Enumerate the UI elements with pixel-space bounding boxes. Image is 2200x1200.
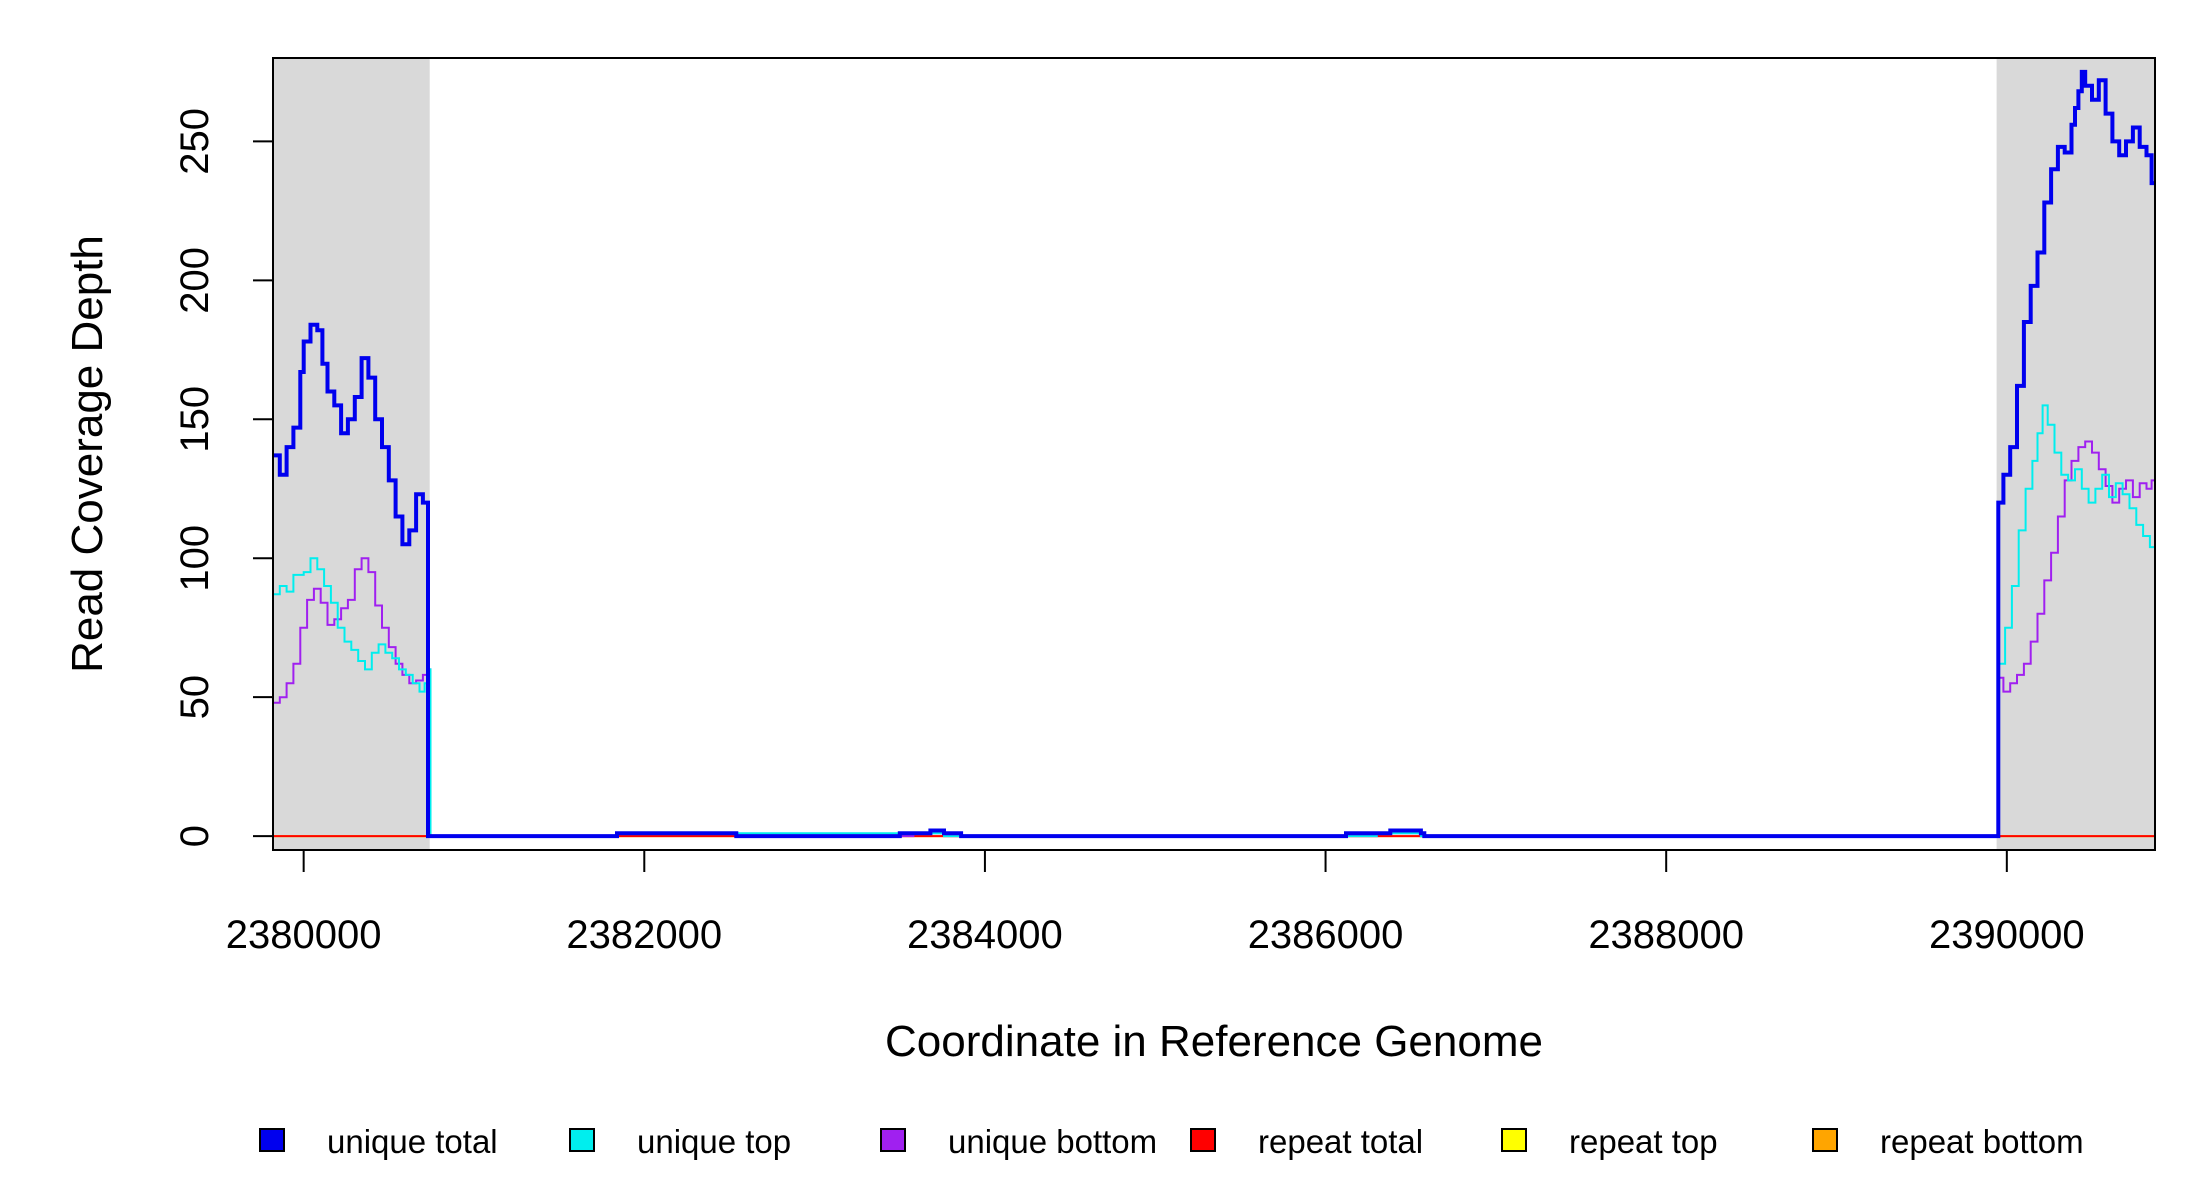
y-tick-label: 250 — [173, 108, 217, 175]
x-tick-label: 2384000 — [907, 913, 1063, 957]
legend-label: unique total — [327, 1123, 498, 1160]
series-unique-bottom — [273, 440, 2156, 838]
y-tick-label: 0 — [173, 825, 217, 847]
series-unique-top — [273, 404, 2156, 838]
x-tick-label: 2380000 — [226, 913, 382, 957]
x-tick-label: 2382000 — [566, 913, 722, 957]
y-tick-label: 150 — [173, 386, 217, 453]
shaded-region-2 — [1996, 58, 2155, 850]
legend-label: unique bottom — [948, 1123, 1157, 1160]
legend-swatch — [1812, 1128, 1838, 1152]
x-tick-label: 2388000 — [1588, 913, 1744, 957]
series-lines — [273, 69, 2156, 839]
legend-label: repeat bottom — [1880, 1123, 2084, 1160]
series-unique-total — [273, 69, 2155, 839]
legend-swatch — [259, 1128, 285, 1152]
y-axis-title: Read Coverage Depth — [63, 235, 112, 673]
legend-swatch — [880, 1128, 906, 1152]
shaded-regions — [273, 58, 2155, 850]
legend-label: unique top — [637, 1123, 791, 1160]
y-tick-label: 100 — [173, 525, 217, 592]
x-axis-title: Coordinate in Reference Genome — [885, 1017, 1543, 1066]
x-tick-label: 2390000 — [1929, 913, 2085, 957]
legend: unique total unique top unique bottom repea… — [259, 1123, 2084, 1160]
legend-swatch — [1501, 1128, 1527, 1152]
axes: 0 50 100 150 200 250 2380000 2382000 2384000 2386… — [173, 108, 2085, 957]
legend-label: repeat total — [1258, 1123, 1423, 1160]
plot-frame — [272, 57, 2156, 851]
legend-swatch — [1190, 1128, 1216, 1152]
legend-label: repeat top — [1569, 1123, 1718, 1160]
y-tick-label: 50 — [173, 675, 217, 720]
legend-swatch — [569, 1128, 595, 1152]
shaded-region-1 — [273, 58, 430, 850]
x-tick-label: 2386000 — [1248, 913, 1404, 957]
y-tick-label: 200 — [173, 247, 217, 314]
